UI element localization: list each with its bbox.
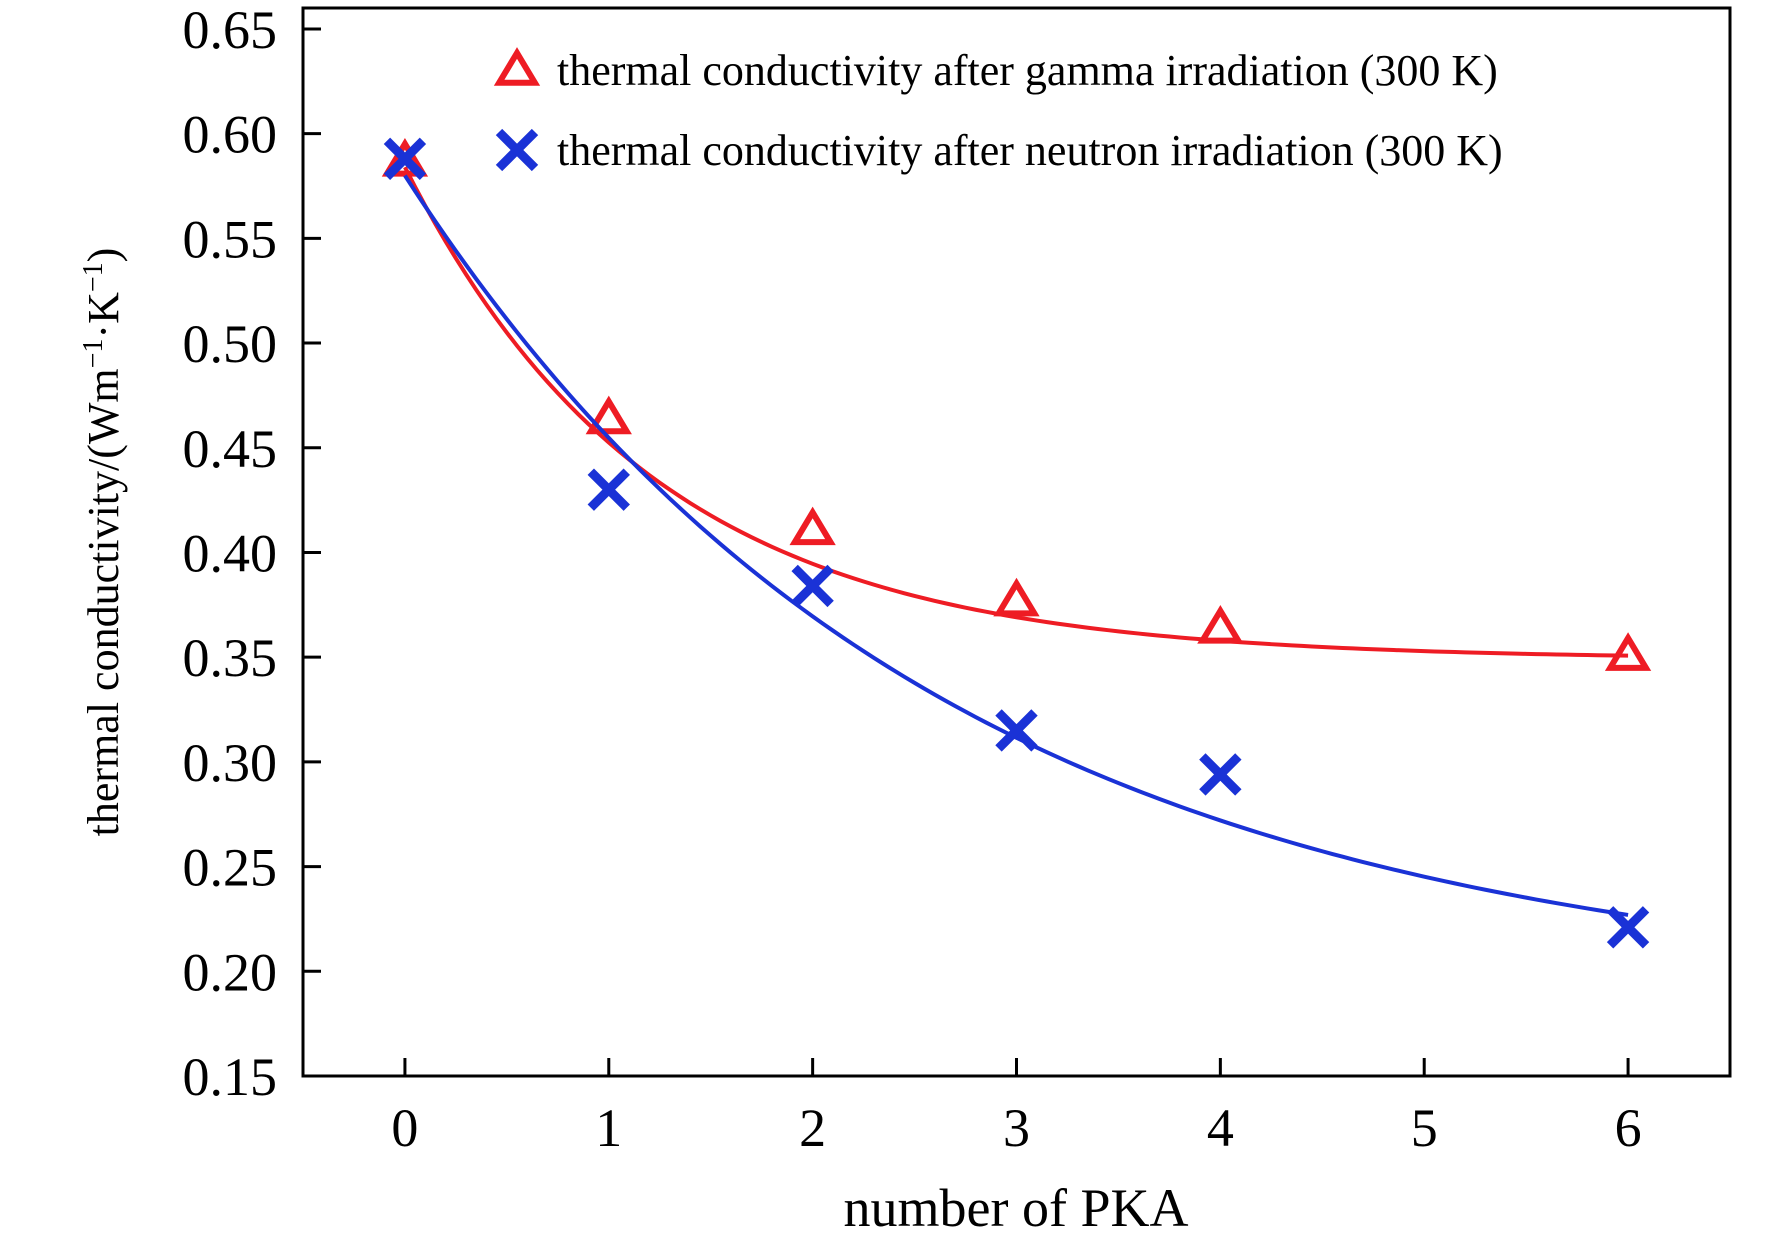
y-axis-title-sup2: −1: [78, 262, 109, 292]
data-point-x: [383, 137, 427, 180]
y-axis-title-prefix: thermal conductivity/(Wm: [79, 368, 128, 836]
legend-marker-triangle: [493, 47, 541, 86]
series-0: [381, 138, 1652, 671]
x-axis-ticks: 0 1 2 3 4 5 6: [391, 1058, 1642, 1158]
x-tick-label: 1: [595, 1098, 622, 1158]
y-tick-label: 0.45: [183, 419, 278, 479]
legend-marker-x: [495, 128, 539, 172]
y-axis-ticks: 0.15 0.20 0.25 0.30 0.35 0.40 0.45 0.50 0.55 0.60…: [183, 0, 321, 1107]
y-axis-title: thermal conductivity/(Wm−1·K−1): [78, 248, 128, 837]
y-tick-label: 0.15: [183, 1047, 278, 1107]
y-tick-label: 0.60: [183, 105, 278, 165]
y-tick-label: 0.30: [183, 733, 278, 793]
y-tick-label: 0.20: [183, 942, 278, 1002]
y-tick-label: 0.65: [183, 0, 278, 60]
legend-label: thermal conductivity after neutron irrad…: [557, 126, 1503, 175]
data-point-triangle: [381, 138, 429, 177]
y-axis-title-mid: ·K: [79, 292, 128, 339]
data-point-triangle: [1604, 632, 1652, 671]
data-point-x: [1199, 753, 1242, 796]
y-tick-label: 0.40: [183, 523, 278, 583]
y-tick-label: 0.50: [183, 314, 278, 374]
fit-curve-1: [403, 174, 1629, 917]
data-point-x: [1606, 906, 1650, 949]
x-tick-label: 5: [1411, 1098, 1438, 1158]
x-tick-label: 6: [1615, 1098, 1642, 1158]
legend: thermal conductivity after gamma irradia…: [493, 46, 1503, 175]
data-point-x: [587, 468, 630, 511]
x-tick-label: 3: [1003, 1098, 1030, 1158]
x-axis-title: number of PKA: [844, 1178, 1189, 1238]
series-1: [383, 137, 1650, 949]
data-point-x: [791, 564, 834, 608]
y-tick-label: 0.55: [183, 209, 278, 269]
y-axis-title-suffix: ): [79, 248, 128, 263]
data-point-triangle: [993, 577, 1040, 617]
x-tick-label: 4: [1207, 1098, 1234, 1158]
y-tick-label: 0.35: [183, 628, 278, 688]
y-axis-title-sup1: −1: [78, 339, 109, 369]
series-layer: [381, 137, 1652, 949]
x-tick-label: 2: [799, 1098, 826, 1158]
legend-label: thermal conductivity after gamma irradia…: [557, 46, 1498, 95]
data-point-triangle: [1197, 605, 1244, 644]
fit-curve-0: [403, 166, 1629, 658]
y-tick-label: 0.25: [183, 838, 278, 898]
data-point-triangle: [789, 506, 836, 546]
x-tick-label: 0: [391, 1098, 418, 1158]
data-point-x: [995, 709, 1038, 752]
data-point-triangle: [585, 395, 632, 435]
